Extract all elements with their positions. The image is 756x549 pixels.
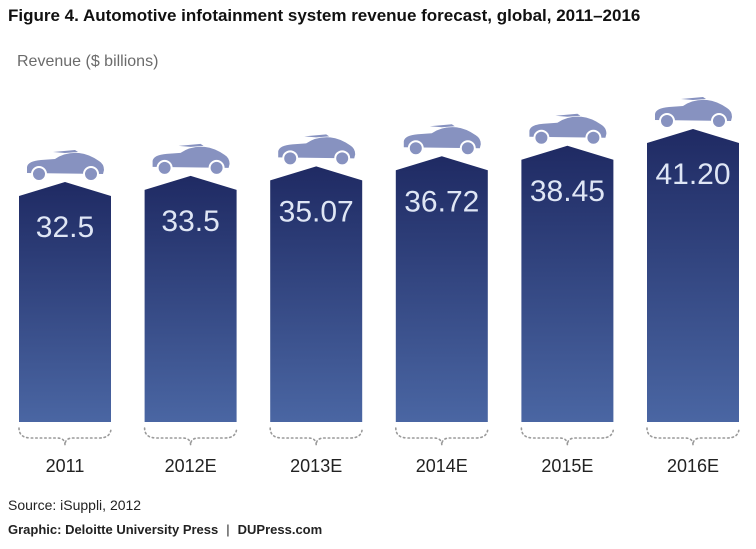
car-icon [152, 143, 230, 176]
bar [270, 166, 363, 422]
car-wheel [208, 159, 225, 176]
chart-title: Figure 4. Automotive infotainment system… [8, 6, 641, 25]
credit-text: Graphic: Deloitte University Press [8, 522, 219, 537]
car-body [152, 146, 230, 168]
bars-layer: 32.5 2011 33.5 2012E 35.07 2013E 36.72 2014E 38.… [18, 97, 740, 476]
car-roof [304, 134, 330, 138]
car-icon [27, 150, 104, 182]
category-brace [269, 427, 363, 446]
car-body [529, 116, 607, 138]
car-wheel [533, 129, 550, 146]
car-wheel [585, 129, 602, 146]
x-tick-label: 2011 [46, 456, 85, 476]
car-roof [178, 143, 204, 147]
credit-site: DUPress.com [237, 522, 323, 537]
bar-value-label: 38.45 [530, 175, 605, 208]
car-wheel [659, 113, 675, 129]
car-wheel [711, 113, 727, 129]
bar-value-label: 32.5 [36, 211, 94, 244]
car-roof [681, 97, 706, 100]
car-roof [555, 113, 581, 117]
category-brace [395, 427, 489, 446]
source-note: Source: iSuppli, 2012 [8, 497, 142, 513]
bar-value-label: 41.20 [655, 158, 730, 191]
x-tick-label: 2013E [290, 456, 342, 476]
category-brace [143, 427, 238, 446]
car-body [27, 152, 104, 174]
bar-value-label: 33.5 [161, 205, 219, 238]
graphic-credit: Graphic: Deloitte University Press | DUPre… [8, 522, 322, 537]
car-body [655, 99, 732, 121]
bar [19, 182, 111, 422]
x-tick-label: 2012E [165, 456, 217, 476]
car-icon [403, 124, 481, 157]
x-tick-label: 2015E [541, 456, 593, 476]
bar [521, 145, 614, 422]
car-roof [429, 124, 455, 128]
bar [144, 175, 237, 422]
car-icon [529, 113, 607, 146]
car-icon [278, 134, 356, 167]
car-wheel [31, 166, 47, 182]
category-brace [646, 427, 740, 446]
x-tick-label: 2014E [416, 456, 468, 476]
car-wheel [156, 159, 173, 176]
car-wheel [83, 166, 99, 182]
car-wheel [407, 140, 424, 157]
car-roof [53, 150, 78, 153]
x-tick-label: 2016E [667, 456, 719, 476]
bar-value-label: 35.07 [279, 195, 354, 228]
bar [395, 156, 488, 422]
y-axis-label: Revenue ($ billions) [17, 53, 159, 70]
car-wheel [459, 140, 476, 157]
car-body [403, 127, 481, 149]
car-icon [655, 97, 732, 129]
car-wheel [334, 150, 351, 167]
category-brace [18, 427, 112, 446]
bar [647, 129, 739, 422]
category-brace [520, 427, 615, 446]
credit-separator: | [226, 522, 230, 537]
bar-value-label: 36.72 [404, 185, 479, 218]
car-wheel [282, 150, 299, 167]
car-body [278, 137, 356, 159]
